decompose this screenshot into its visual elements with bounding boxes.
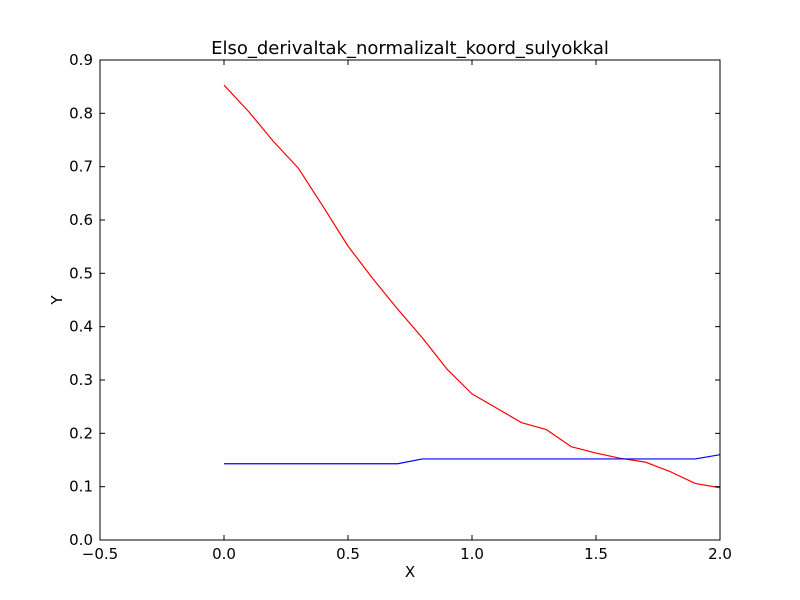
x-axis-label: X (405, 563, 415, 581)
plot-area-frame (99, 59, 721, 541)
x-tick-label: −0.5 (82, 545, 118, 563)
series-line-1 (223, 84, 721, 489)
x-tick-label: 0.5 (336, 545, 360, 563)
series-line-2 (224, 454, 721, 465)
y-tick-label: 0.0 (69, 531, 93, 549)
chart-title: Elso_derivaltak_normalizalt_koord_sulyok… (211, 38, 609, 59)
y-tick-label: 0.3 (69, 371, 93, 389)
y-axis-label: Y (48, 295, 66, 306)
y-tick-label: 0.4 (69, 318, 93, 336)
y-tick-label: 0.9 (69, 51, 93, 69)
x-tick-label: 2.0 (708, 545, 732, 563)
x-tick-label: 0.0 (212, 545, 236, 563)
y-tick-label: 0.1 (69, 478, 93, 496)
y-tick-label: 0.2 (69, 424, 93, 442)
y-tick-label: 0.7 (69, 158, 93, 176)
x-tick-label: 1.5 (584, 545, 608, 563)
x-tick-label: 1.0 (460, 545, 484, 563)
y-tick-label: 0.5 (69, 264, 93, 282)
y-tick-label: 0.6 (69, 211, 93, 229)
y-tick-label: 0.8 (69, 104, 93, 122)
